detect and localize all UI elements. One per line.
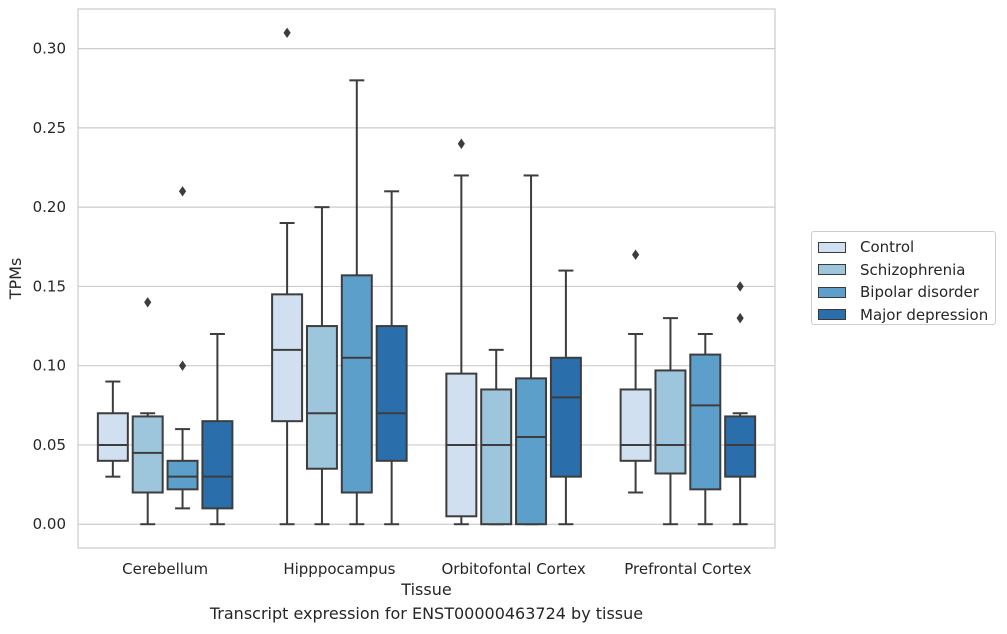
outlier-point: [632, 249, 640, 260]
y-tick-label: 0.20: [33, 198, 66, 216]
legend-item: Schizophrenia: [818, 259, 995, 282]
outlier-point: [736, 281, 744, 292]
box-schizophrenia: [480, 348, 513, 526]
outlier-point: [178, 186, 187, 197]
box-body: [549, 356, 582, 478]
box-control: [271, 27, 304, 526]
legend-swatch: [818, 286, 846, 298]
box-control: [96, 380, 129, 478]
legend-label: Major depression: [860, 305, 989, 324]
outlier-point: [178, 360, 187, 371]
plot-frame: [77, 8, 776, 549]
y-tick-labels: 0.00 0.05 0.10 0.15 0.20 0.25 0.30: [33, 40, 66, 534]
box-major-depression: [549, 269, 582, 526]
legend-swatch: [818, 264, 846, 276]
x-tick-label: Hipppocampus: [283, 560, 395, 578]
legend-item: Bipolar disorder: [818, 281, 995, 304]
box-bipolar-disorder: [689, 332, 722, 526]
box-body: [515, 377, 548, 526]
box-major-depression: [375, 190, 408, 526]
outlier-point: [144, 297, 152, 308]
y-tick-label: 0.15: [33, 277, 66, 295]
y-tick-label: 0.05: [33, 436, 66, 454]
box-body: [201, 420, 234, 510]
box-body: [166, 459, 199, 491]
box-control: [619, 249, 652, 494]
box-body: [619, 388, 652, 462]
box-body: [654, 369, 687, 475]
x-axis-title: Tissue: [400, 580, 451, 599]
outlier-point: [283, 27, 291, 38]
legend-swatch: [818, 309, 846, 321]
y-tick-label: 0.00: [33, 515, 66, 533]
box-control: [445, 138, 478, 526]
box-schizophrenia: [305, 206, 338, 526]
box-body: [305, 325, 338, 470]
outlier-point: [736, 312, 744, 324]
y-tick-label: 0.30: [33, 40, 66, 58]
box-bipolar-disorder: [515, 174, 548, 526]
box-schizophrenia: [131, 297, 164, 526]
legend: Control Schizophrenia Bipolar disorder Majo…: [811, 231, 996, 325]
x-tick-labels: Cerebellum Hipppocampus Orbitofontal Corte…: [122, 560, 751, 578]
y-tick-label: 0.25: [33, 119, 66, 137]
box-body: [724, 415, 757, 478]
x-tick-label: Orbitofontal Cortex: [442, 560, 586, 578]
legend-label: Schizophrenia: [860, 260, 966, 279]
box-major-depression: [201, 332, 234, 526]
legend-item: Major depression: [818, 304, 995, 327]
box-body: [480, 388, 513, 526]
legend-item: Control: [818, 236, 995, 259]
box-body: [271, 293, 304, 423]
y-tick-label: 0.10: [33, 357, 66, 375]
chart-caption: Transcript expression for ENST0000046372…: [209, 604, 644, 623]
legend-swatch: [818, 241, 846, 253]
box-schizophrenia: [654, 317, 687, 526]
box-body: [689, 353, 722, 491]
box-series: [96, 27, 757, 526]
y-axis-title: TPMs: [6, 258, 25, 301]
x-tick-label: Prefrontal Cortex: [624, 560, 751, 578]
box-body: [96, 412, 129, 462]
legend-label: Bipolar disorder: [860, 283, 979, 302]
box-body: [131, 415, 164, 494]
grid-lines: [78, 48, 775, 525]
outlier-point: [457, 138, 465, 149]
box-body: [375, 325, 408, 462]
legend-label: Control: [860, 238, 915, 257]
box-bipolar-disorder: [340, 79, 373, 526]
box-major-depression: [724, 281, 757, 526]
box-body: [340, 274, 373, 494]
x-tick-label: Cerebellum: [122, 560, 208, 578]
box-bipolar-disorder: [166, 186, 199, 510]
